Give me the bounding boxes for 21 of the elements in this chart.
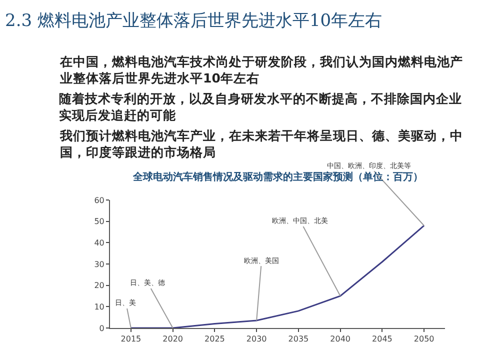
y-tick-label: 60: [94, 196, 104, 205]
chart-subtitle: 全球电动汽车销售情况及驱动需求的主要国家预测（单位：百万）: [132, 171, 423, 183]
line-series: [130, 224, 425, 328]
y-tick-label: 40: [94, 238, 104, 248]
y-tick-label: 0: [99, 324, 104, 333]
y-tick-label: 10: [94, 302, 104, 312]
chart-title: 2.3 燃料电池产业整体落后世界先进水平10年左右: [5, 11, 382, 32]
x-tick-label: 2040: [330, 334, 350, 344]
x-tick-label: 2030: [246, 334, 267, 344]
x-tick-label: 2020: [162, 334, 183, 344]
y-tick-label: 50: [94, 217, 104, 226]
x-tick-label: 2045: [372, 334, 392, 344]
x-tick-label: 2015: [120, 334, 142, 344]
x-tick-label: 2050: [414, 334, 434, 344]
x-tick-label: 2025: [204, 334, 225, 344]
text: 在中国，燃料电池汽车技术尚处于研发阶段，我们认为国内燃料电池产业整体落后世界先进水平10年左右: [59, 54, 463, 86]
text: 随着技术专利的开放，以及自身研发水平的不断提高，不排除国内企业实现后发追赶的可能: [59, 91, 462, 122]
y-tick-label: 20: [94, 281, 104, 290]
text: 我们预计燃料电池汽车产业，在未来若干年将呈现日、德、美驱动，中国，印度等跟进的市场格局: [59, 128, 463, 160]
x-tick-label: 2035: [288, 334, 309, 344]
y-tick-label: 30: [94, 260, 104, 269]
